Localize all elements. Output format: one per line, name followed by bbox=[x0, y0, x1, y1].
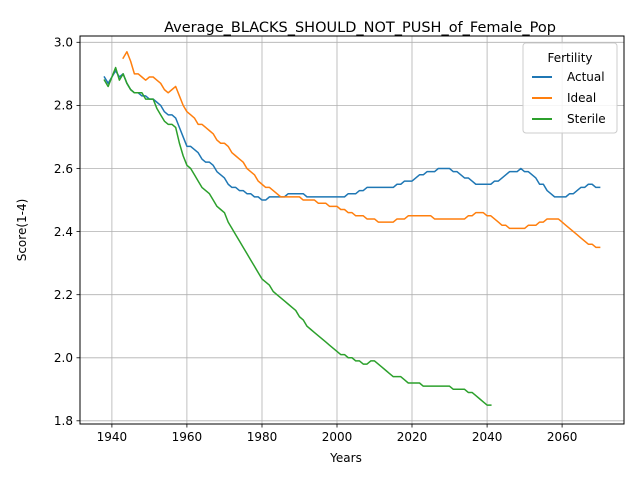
x-tick-label: 2000 bbox=[322, 430, 353, 444]
legend-label-actual: Actual bbox=[567, 70, 605, 84]
x-axis-label: Years bbox=[329, 451, 362, 465]
x-tick-label: 1940 bbox=[97, 430, 128, 444]
y-tick-label: 1.8 bbox=[54, 414, 73, 428]
y-tick-label: 2.6 bbox=[54, 162, 73, 176]
legend-title: Fertility bbox=[547, 51, 592, 65]
x-tick-label: 2040 bbox=[472, 430, 503, 444]
chart-title: Average_BLACKS_SHOULD_NOT_PUSH_of_Female… bbox=[164, 20, 556, 36]
y-axis-label: Score(1-4) bbox=[15, 199, 29, 262]
x-tick-label: 1980 bbox=[247, 430, 278, 444]
y-tick-label: 2.4 bbox=[54, 225, 73, 239]
y-tick-label: 2.2 bbox=[54, 288, 73, 302]
y-tick-label: 2.8 bbox=[54, 99, 73, 113]
x-tick-label: 2020 bbox=[397, 430, 428, 444]
legend-label-sterile: Sterile bbox=[567, 112, 606, 126]
x-tick-label: 2060 bbox=[547, 430, 578, 444]
legend-label-ideal: Ideal bbox=[567, 91, 596, 105]
y-tick-label: 2.0 bbox=[54, 351, 73, 365]
y-tick-label: 3.0 bbox=[54, 36, 73, 50]
x-tick-label: 1960 bbox=[172, 430, 203, 444]
legend: Fertility Actual Ideal Sterile bbox=[523, 43, 617, 133]
